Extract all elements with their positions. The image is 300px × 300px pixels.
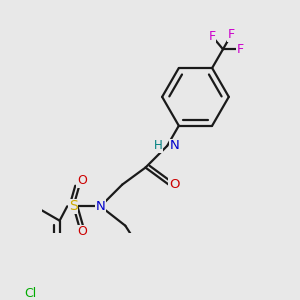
Text: Cl: Cl (25, 287, 37, 300)
Text: F: F (236, 43, 244, 56)
Text: O: O (77, 225, 87, 239)
Text: F: F (228, 28, 235, 41)
Text: O: O (77, 174, 87, 187)
Text: O: O (169, 178, 179, 191)
Text: N: N (169, 140, 179, 152)
Text: F: F (208, 30, 216, 43)
Text: S: S (69, 199, 78, 213)
Text: H: H (154, 140, 163, 152)
Text: N: N (96, 200, 105, 213)
